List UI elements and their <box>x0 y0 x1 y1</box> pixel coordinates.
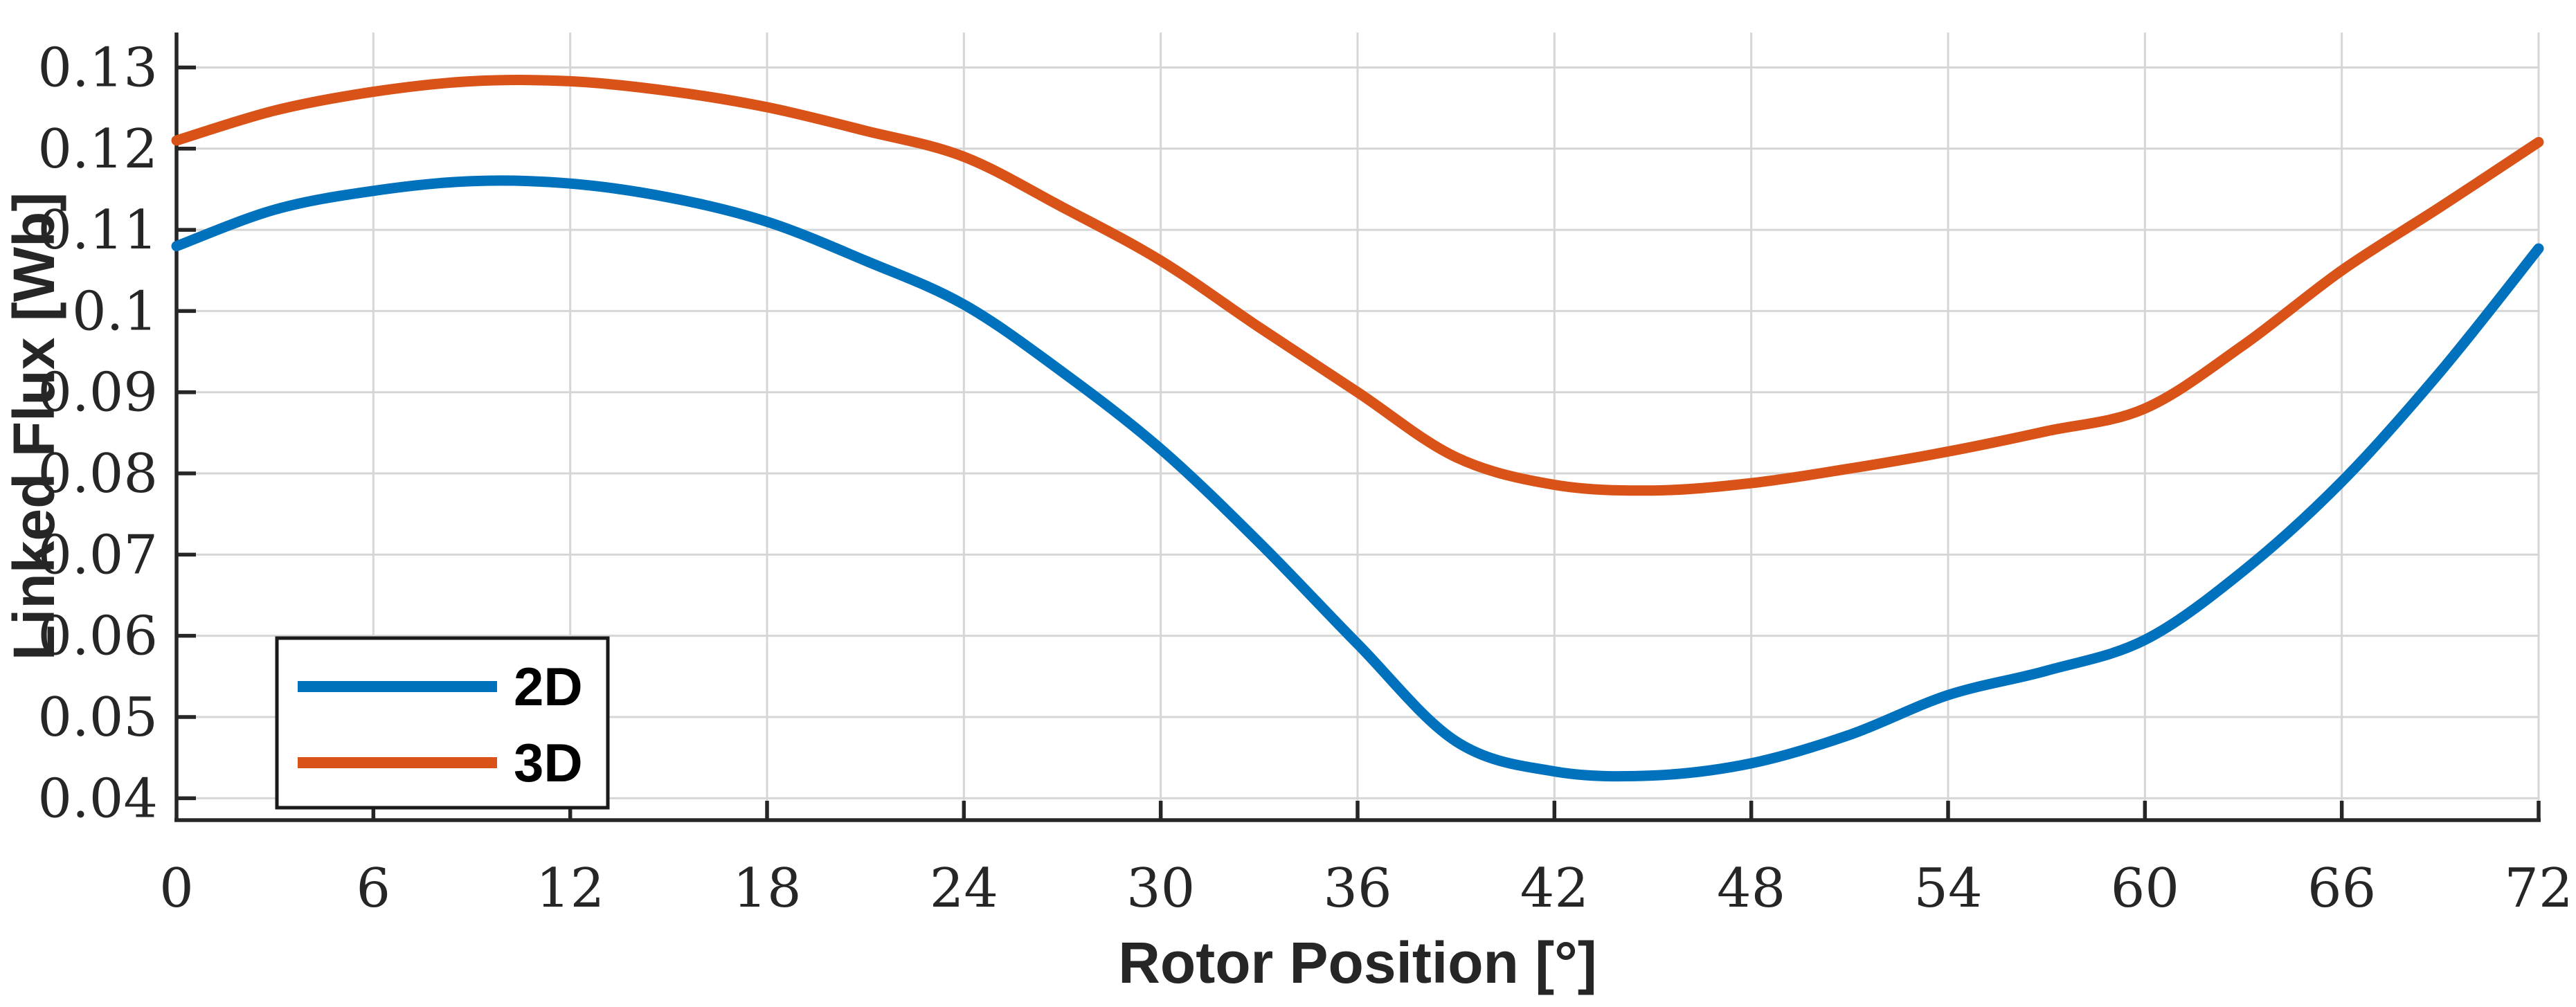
y-tick-label: 0.1 <box>72 280 158 343</box>
y-tick-label: 0.09 <box>37 362 158 424</box>
x-tick-label: 18 <box>732 858 801 920</box>
y-tick-labels: 0.04 0.05 0.06 0.07 0.08 0.09 0.1 0.11 0.12 0.13 <box>37 37 158 830</box>
y-tick-label: 0.05 <box>37 687 158 749</box>
x-tick-label: 48 <box>1717 858 1785 920</box>
y-axis-label: Linked Flux [Wb] <box>1 192 66 661</box>
legend-label-3d: 3D <box>514 732 583 793</box>
y-tick-label: 0.04 <box>37 768 158 830</box>
x-tick-label: 6 <box>357 858 391 920</box>
x-tick-label: 66 <box>2307 858 2376 920</box>
x-tick-label: 30 <box>1126 858 1195 920</box>
x-tick-label: 24 <box>930 858 998 920</box>
x-tick-label: 54 <box>1913 858 1982 920</box>
y-tick-label: 0.07 <box>37 524 158 586</box>
series-lines <box>171 75 2544 782</box>
x-tick-label: 36 <box>1323 858 1391 920</box>
legend-label-2d: 2D <box>514 656 583 717</box>
y-tick-label: 0.12 <box>37 118 158 181</box>
x-axis-label: Rotor Position [°] <box>1118 930 1596 995</box>
series-line-3d <box>171 75 2544 496</box>
vertical-gridlines <box>372 33 2540 820</box>
y-tick-label: 0.08 <box>37 443 158 505</box>
y-tick-label: 0.11 <box>37 199 158 262</box>
y-tick-label: 0.13 <box>37 37 158 99</box>
y-tick-label: 0.06 <box>37 606 158 668</box>
x-tick-label: 0 <box>159 858 194 920</box>
x-tick-label: 12 <box>536 858 604 920</box>
legend-box <box>275 636 610 810</box>
x-tick-label: 72 <box>2504 858 2573 920</box>
x-tick-labels: 0 6 12 18 24 30 36 42 48 54 60 66 72 <box>159 858 2573 920</box>
x-tick-label: 60 <box>2111 858 2179 920</box>
tick-marks <box>177 65 2541 820</box>
x-tick-label: 42 <box>1520 858 1589 920</box>
series-line-2d <box>171 175 2544 782</box>
